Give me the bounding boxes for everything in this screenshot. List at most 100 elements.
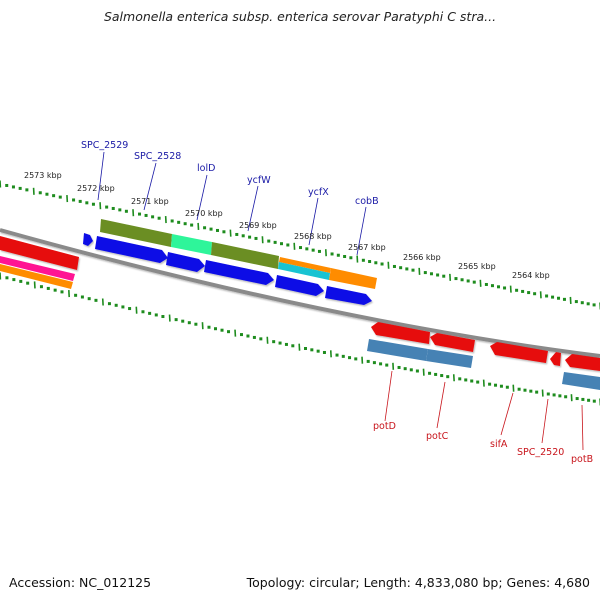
ruler-minor-dot (341, 354, 345, 358)
gene-label-potb[interactable]: potB (571, 454, 593, 465)
feature-orange-left-edge[interactable] (0, 264, 73, 289)
ruler-minor-dot (366, 359, 370, 363)
ruler-minor-dot (343, 255, 347, 259)
ruler-minor-dot (354, 357, 358, 361)
ruler-minor-dot (310, 348, 314, 352)
ruler-minor-dot (187, 321, 191, 325)
ruler-minor-dot (399, 266, 403, 270)
ruler-minor-dot (405, 267, 409, 271)
ruler-minor-dot (214, 327, 218, 331)
ruler-minor-dot (304, 346, 308, 350)
ruler-minor-dot (434, 372, 438, 376)
gene-label-cobb[interactable]: cobB (355, 196, 379, 207)
ruler-minor-dot (286, 243, 290, 247)
cog-orange-feature-2[interactable] (329, 268, 377, 289)
gene-label-spc-2528[interactable]: SPC_2528 (134, 151, 181, 162)
ruler-minor-dot (380, 262, 384, 266)
ruler-minor-dot (440, 374, 444, 378)
ruler-minor-dot (248, 235, 252, 239)
ruler-minor-dot (273, 240, 277, 244)
left-edge-features (0, 236, 79, 289)
ruler-minor-dot (472, 280, 476, 284)
cog-cyan-feature[interactable] (278, 262, 330, 280)
cog-olive-feature-1[interactable] (100, 219, 172, 247)
cog-steel-blue-feature-2[interactable] (426, 349, 473, 368)
ruler-minor-dot (124, 209, 128, 213)
ruler-minor-dot (517, 387, 521, 391)
ruler-minor-dot (52, 194, 56, 198)
ruler-minor-dot (235, 232, 239, 236)
cog-steel-blue-feature-1[interactable] (367, 339, 428, 361)
ruler-labels: 2573 kbp 2572 kbp 2571 kbp 2570 kbp 2569… (24, 171, 550, 280)
ruler-minor-dot (94, 298, 98, 302)
ruler-minor-dot (587, 398, 591, 402)
ruler-minor-dot (5, 183, 9, 187)
ruler-minor-dot (183, 222, 187, 226)
ruler-minor-dot (317, 249, 321, 253)
gene-label-spc-2529[interactable]: SPC_2529 (81, 140, 128, 151)
gene-arrow-potc[interactable] (430, 333, 475, 352)
ruler-minor-dot (215, 228, 219, 232)
gene-label-lold[interactable]: lolD (197, 163, 215, 174)
gene-label-ycfw[interactable]: ycfW (247, 175, 271, 186)
gene-arrow-ycfw[interactable] (204, 260, 274, 285)
forward-cds-row (83, 233, 372, 305)
gene-label-sifa[interactable]: sifA (490, 439, 508, 450)
feature-red-left-edge[interactable] (0, 236, 79, 270)
gene-arrow-spc-2520[interactable] (550, 352, 561, 366)
ruler-minor-dot (397, 365, 401, 369)
ruler-minor-dot (503, 286, 507, 290)
gene-label-spc-2520[interactable]: SPC_2520 (517, 447, 564, 458)
gene-arrow-spc-2529[interactable] (83, 233, 93, 246)
ruler-minor-dot (141, 310, 145, 314)
ruler-minor-dot (38, 191, 42, 195)
ruler-minor-dot (546, 392, 550, 396)
ruler-minor-dot (105, 205, 109, 209)
gene-arrow-sifa[interactable] (490, 342, 548, 363)
ruler-minor-dot (161, 315, 165, 319)
leader-cobb (356, 206, 367, 256)
cog-steel-blue-feature-3[interactable] (562, 372, 600, 390)
gene-label-potc[interactable]: potC (426, 431, 449, 442)
ruler-minor-dot (190, 223, 194, 227)
ruler-minor-dot (12, 278, 16, 282)
ruler-minor-dot (114, 303, 118, 307)
ruler-minor-dot (521, 289, 525, 293)
kbp-label: 2569 kbp (239, 221, 277, 230)
upper-ruler (0, 180, 600, 310)
gene-arrow-potb[interactable] (565, 354, 600, 371)
cog-spring-green-feature[interactable] (171, 234, 212, 255)
ruler-minor-dot (374, 261, 378, 265)
ruler-minor-dot (415, 369, 419, 373)
gene-arrow-spc-2528[interactable] (95, 236, 168, 263)
gene-arrow-ycfx[interactable] (275, 275, 324, 296)
ruler-minor-dot (488, 382, 492, 386)
ruler-minor-dot (505, 385, 509, 389)
leader-ycfw (247, 185, 259, 232)
gene-label-ycfx[interactable]: ycfX (308, 187, 329, 198)
cog-olive-feature-2[interactable] (211, 242, 279, 269)
kbp-label: 2566 kbp (403, 253, 441, 262)
ruler-minor-dot (368, 260, 372, 264)
gene-arrow-cobb[interactable] (325, 286, 372, 305)
leader-spc-2528 (143, 162, 157, 211)
ruler-minor-dot (564, 395, 568, 399)
ruler-minor-dot (466, 279, 470, 283)
ruler-minor-dot (26, 281, 30, 285)
gene-arrow-lold[interactable] (166, 252, 205, 272)
ruler-minor-dot (330, 252, 334, 256)
cog-orange-feature-1[interactable] (279, 257, 331, 273)
ruler-minor-dot (575, 397, 579, 401)
ruler-minor-dot (177, 220, 181, 224)
gene-label-potd[interactable]: potD (373, 421, 396, 432)
ruler-minor-dot (361, 258, 365, 262)
ruler-minor-dot (527, 291, 531, 295)
ruler-minor-dot (148, 311, 152, 315)
kbp-label: 2565 kbp (458, 262, 496, 271)
ruler-minor-dot (335, 353, 339, 357)
ruler-minor-dot (385, 363, 389, 367)
reverse-cds-row (371, 322, 600, 371)
gene-arrow-potd[interactable] (371, 322, 430, 344)
lower-ruler (0, 272, 600, 406)
feature-pink-left-edge[interactable] (0, 256, 75, 281)
